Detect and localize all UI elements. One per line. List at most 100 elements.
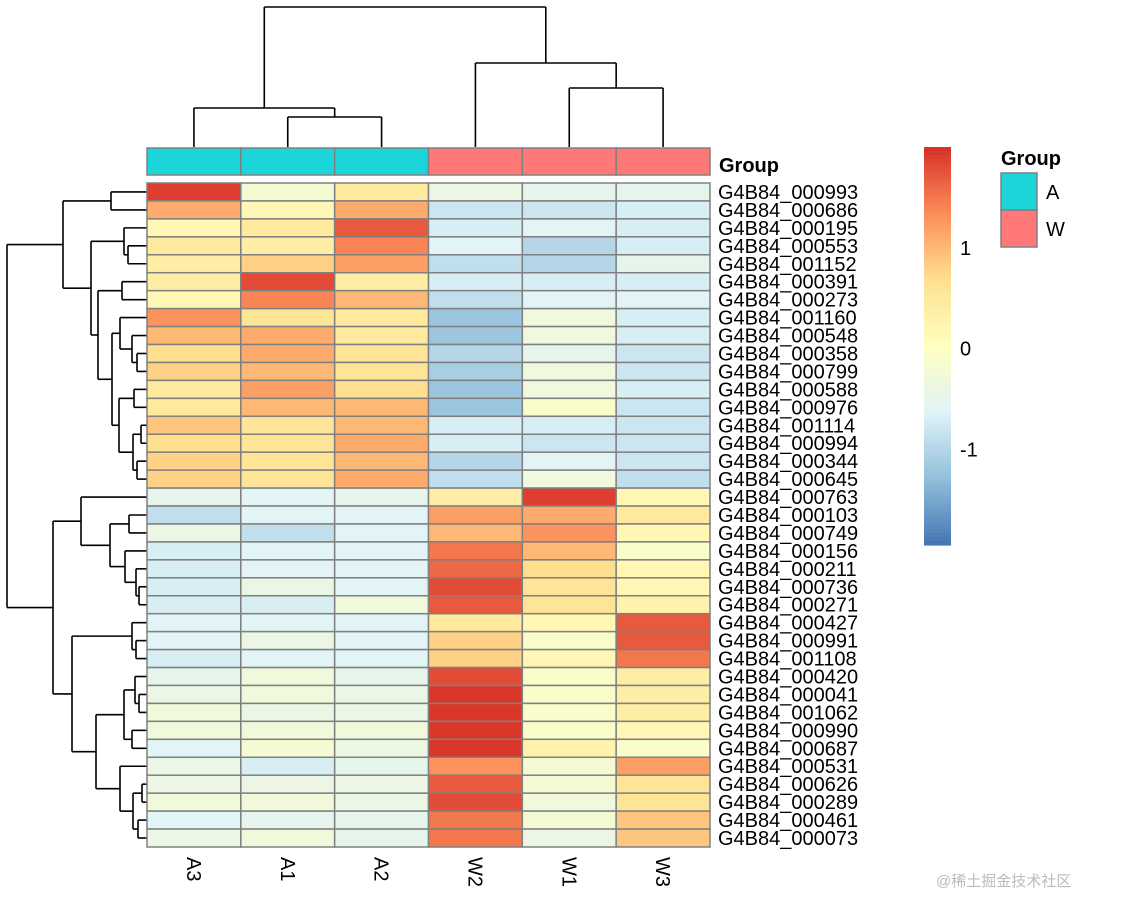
heatmap-cell [615,828,711,848]
column-label: A2 [370,857,392,881]
colorbar-segment [924,310,951,315]
heatmap-cell [615,451,711,471]
colorbar-tick-label: 1 [960,238,971,260]
heatmap-cell [240,236,336,256]
heatmap-cell [615,684,711,705]
heatmap-cell [427,254,524,274]
column-dendrogram [193,6,664,147]
heatmap-cell [333,487,430,507]
colorbar-segment [924,194,951,200]
heatmap-cell [615,541,711,561]
heatmap-cell [146,469,242,489]
colorbar-segment [924,417,951,423]
colorbar-segment [924,365,951,371]
heatmap-cell [240,361,336,382]
heatmap-cell [615,648,711,669]
heatmap-cell [333,469,430,489]
heatmap-cell [521,810,617,830]
heatmap-cell [240,595,336,615]
colorbar-segment [924,501,951,506]
row-label: G4B84_000976 [718,397,858,419]
row-label: G4B84_000548 [718,326,858,348]
row-label: G4B84_000626 [718,774,858,796]
colorbar-segment [924,521,951,526]
heatmap-cell [427,666,524,687]
colorbar-segment [924,330,951,335]
row-dendrogram [6,191,147,839]
heatmap-cell [615,612,711,633]
heatmap-cell [333,254,430,274]
heatmap-cell [146,612,242,633]
heatmap-cell [521,343,617,364]
heatmap-cell [615,487,711,507]
heatmap-cell [240,630,336,651]
heatmap-cell [240,469,336,489]
heatmap-cell [333,379,430,400]
heatmap-cell [146,577,242,597]
heatmap-cell [333,666,430,687]
group-annotation-cell [615,147,711,176]
group-legend-swatch [1000,209,1038,248]
heatmap-cell [521,433,617,453]
colorbar-segment [924,377,951,383]
heatmap-cell [333,648,430,669]
colorbar-segment [924,230,951,236]
heatmap-cell [240,612,336,633]
colorbar-segment [924,361,951,367]
row-label: G4B84_001114 [718,415,855,437]
color-legend: 1 0 -1 [924,147,978,546]
colorbar-segment [924,389,951,395]
heatmap-cell [333,810,430,830]
heatmap-cell [333,612,430,633]
colorbar-segment [924,242,951,248]
heatmap-cell [146,200,242,220]
heatmap-cell [427,505,524,525]
heatmap-cell [427,325,524,346]
row-label: G4B84_000289 [718,792,858,814]
colorbar-segment [924,270,951,275]
heatmap-cell [427,774,524,794]
heatmap-cell [240,325,336,346]
row-label: G4B84_000427 [718,613,858,635]
colorbar-segment [924,298,951,303]
heatmap-cell [427,182,524,202]
colorbar-segment [924,349,951,355]
colorbar-segment [924,206,951,212]
group-annotation-cell [333,147,430,176]
row-label: G4B84_000994 [718,433,858,455]
heatmap-cell [615,433,711,453]
heatmap-cell [146,541,242,561]
heatmap-cell [333,451,430,471]
heatmap-cell [521,756,617,776]
colorbar-segment [924,357,951,363]
heatmap-cell [521,397,617,418]
heatmap-cell [146,684,242,705]
heatmap-cell [427,271,524,292]
row-label: G4B84_000420 [718,667,858,689]
colorbar-segment [924,481,951,486]
heatmap-cell [146,236,242,256]
colorbar-segment [924,162,951,168]
heatmap-cell [333,289,430,310]
heatmap-cell [615,361,711,382]
colorbar-segment [924,234,951,240]
row-label: G4B84_000799 [718,361,858,383]
heatmap-cell [615,182,711,202]
row-label: G4B84_000687 [718,738,858,760]
colorbar-segment [924,306,951,311]
heatmap-cell [240,577,336,597]
heatmap-cell [240,810,336,830]
heatmap-cell [240,792,336,812]
heatmap-cell [521,559,617,579]
row-label: G4B84_001062 [718,702,858,724]
heatmap-cell [146,630,242,651]
colorbar-segment [924,314,951,319]
colorbar-segment [924,210,951,216]
heatmap-cell [427,487,524,507]
heatmap-cell [615,325,711,346]
heatmap-cell [427,792,524,812]
heatmap-cell [146,307,242,328]
colorbar-segment [924,150,951,156]
colorbar-segment [924,513,951,518]
heatmap-cell [521,595,617,615]
